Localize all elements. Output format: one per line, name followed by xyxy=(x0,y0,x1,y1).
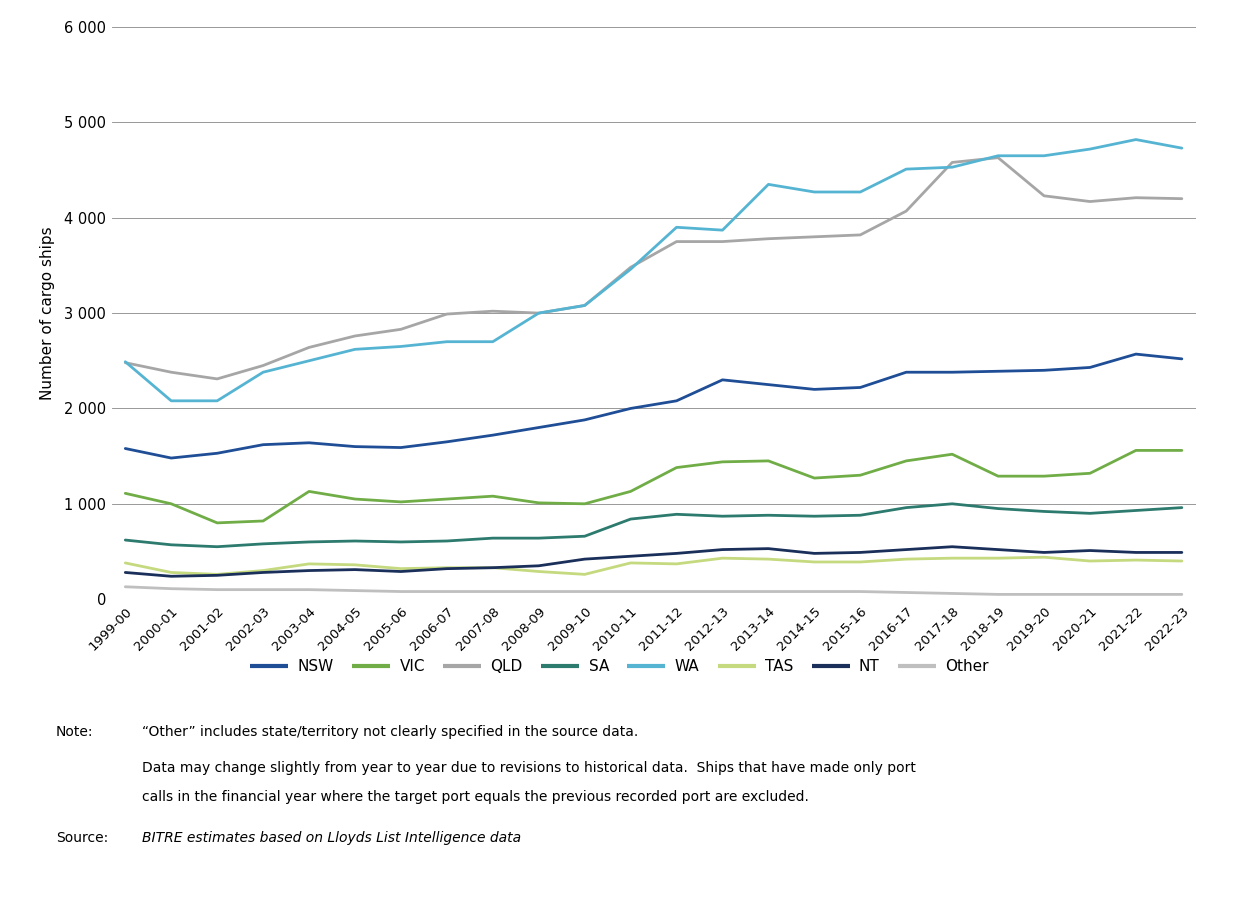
Text: “Other” includes state/territory not clearly specified in the source data.: “Other” includes state/territory not cle… xyxy=(142,725,639,740)
Text: BITRE estimates based on Lloyds List Intelligence data: BITRE estimates based on Lloyds List Int… xyxy=(142,831,522,845)
Y-axis label: Number of cargo ships: Number of cargo ships xyxy=(41,226,56,400)
Legend: NSW, VIC, QLD, SA, WA, TAS, NT, Other: NSW, VIC, QLD, SA, WA, TAS, NT, Other xyxy=(250,660,989,674)
Text: Source:: Source: xyxy=(56,831,108,845)
Text: Note:: Note: xyxy=(56,725,93,740)
Text: calls in the financial year where the target port equals the previous recorded p: calls in the financial year where the ta… xyxy=(142,790,809,805)
Text: Data may change slightly from year to year due to revisions to historical data. : Data may change slightly from year to ye… xyxy=(142,761,917,776)
